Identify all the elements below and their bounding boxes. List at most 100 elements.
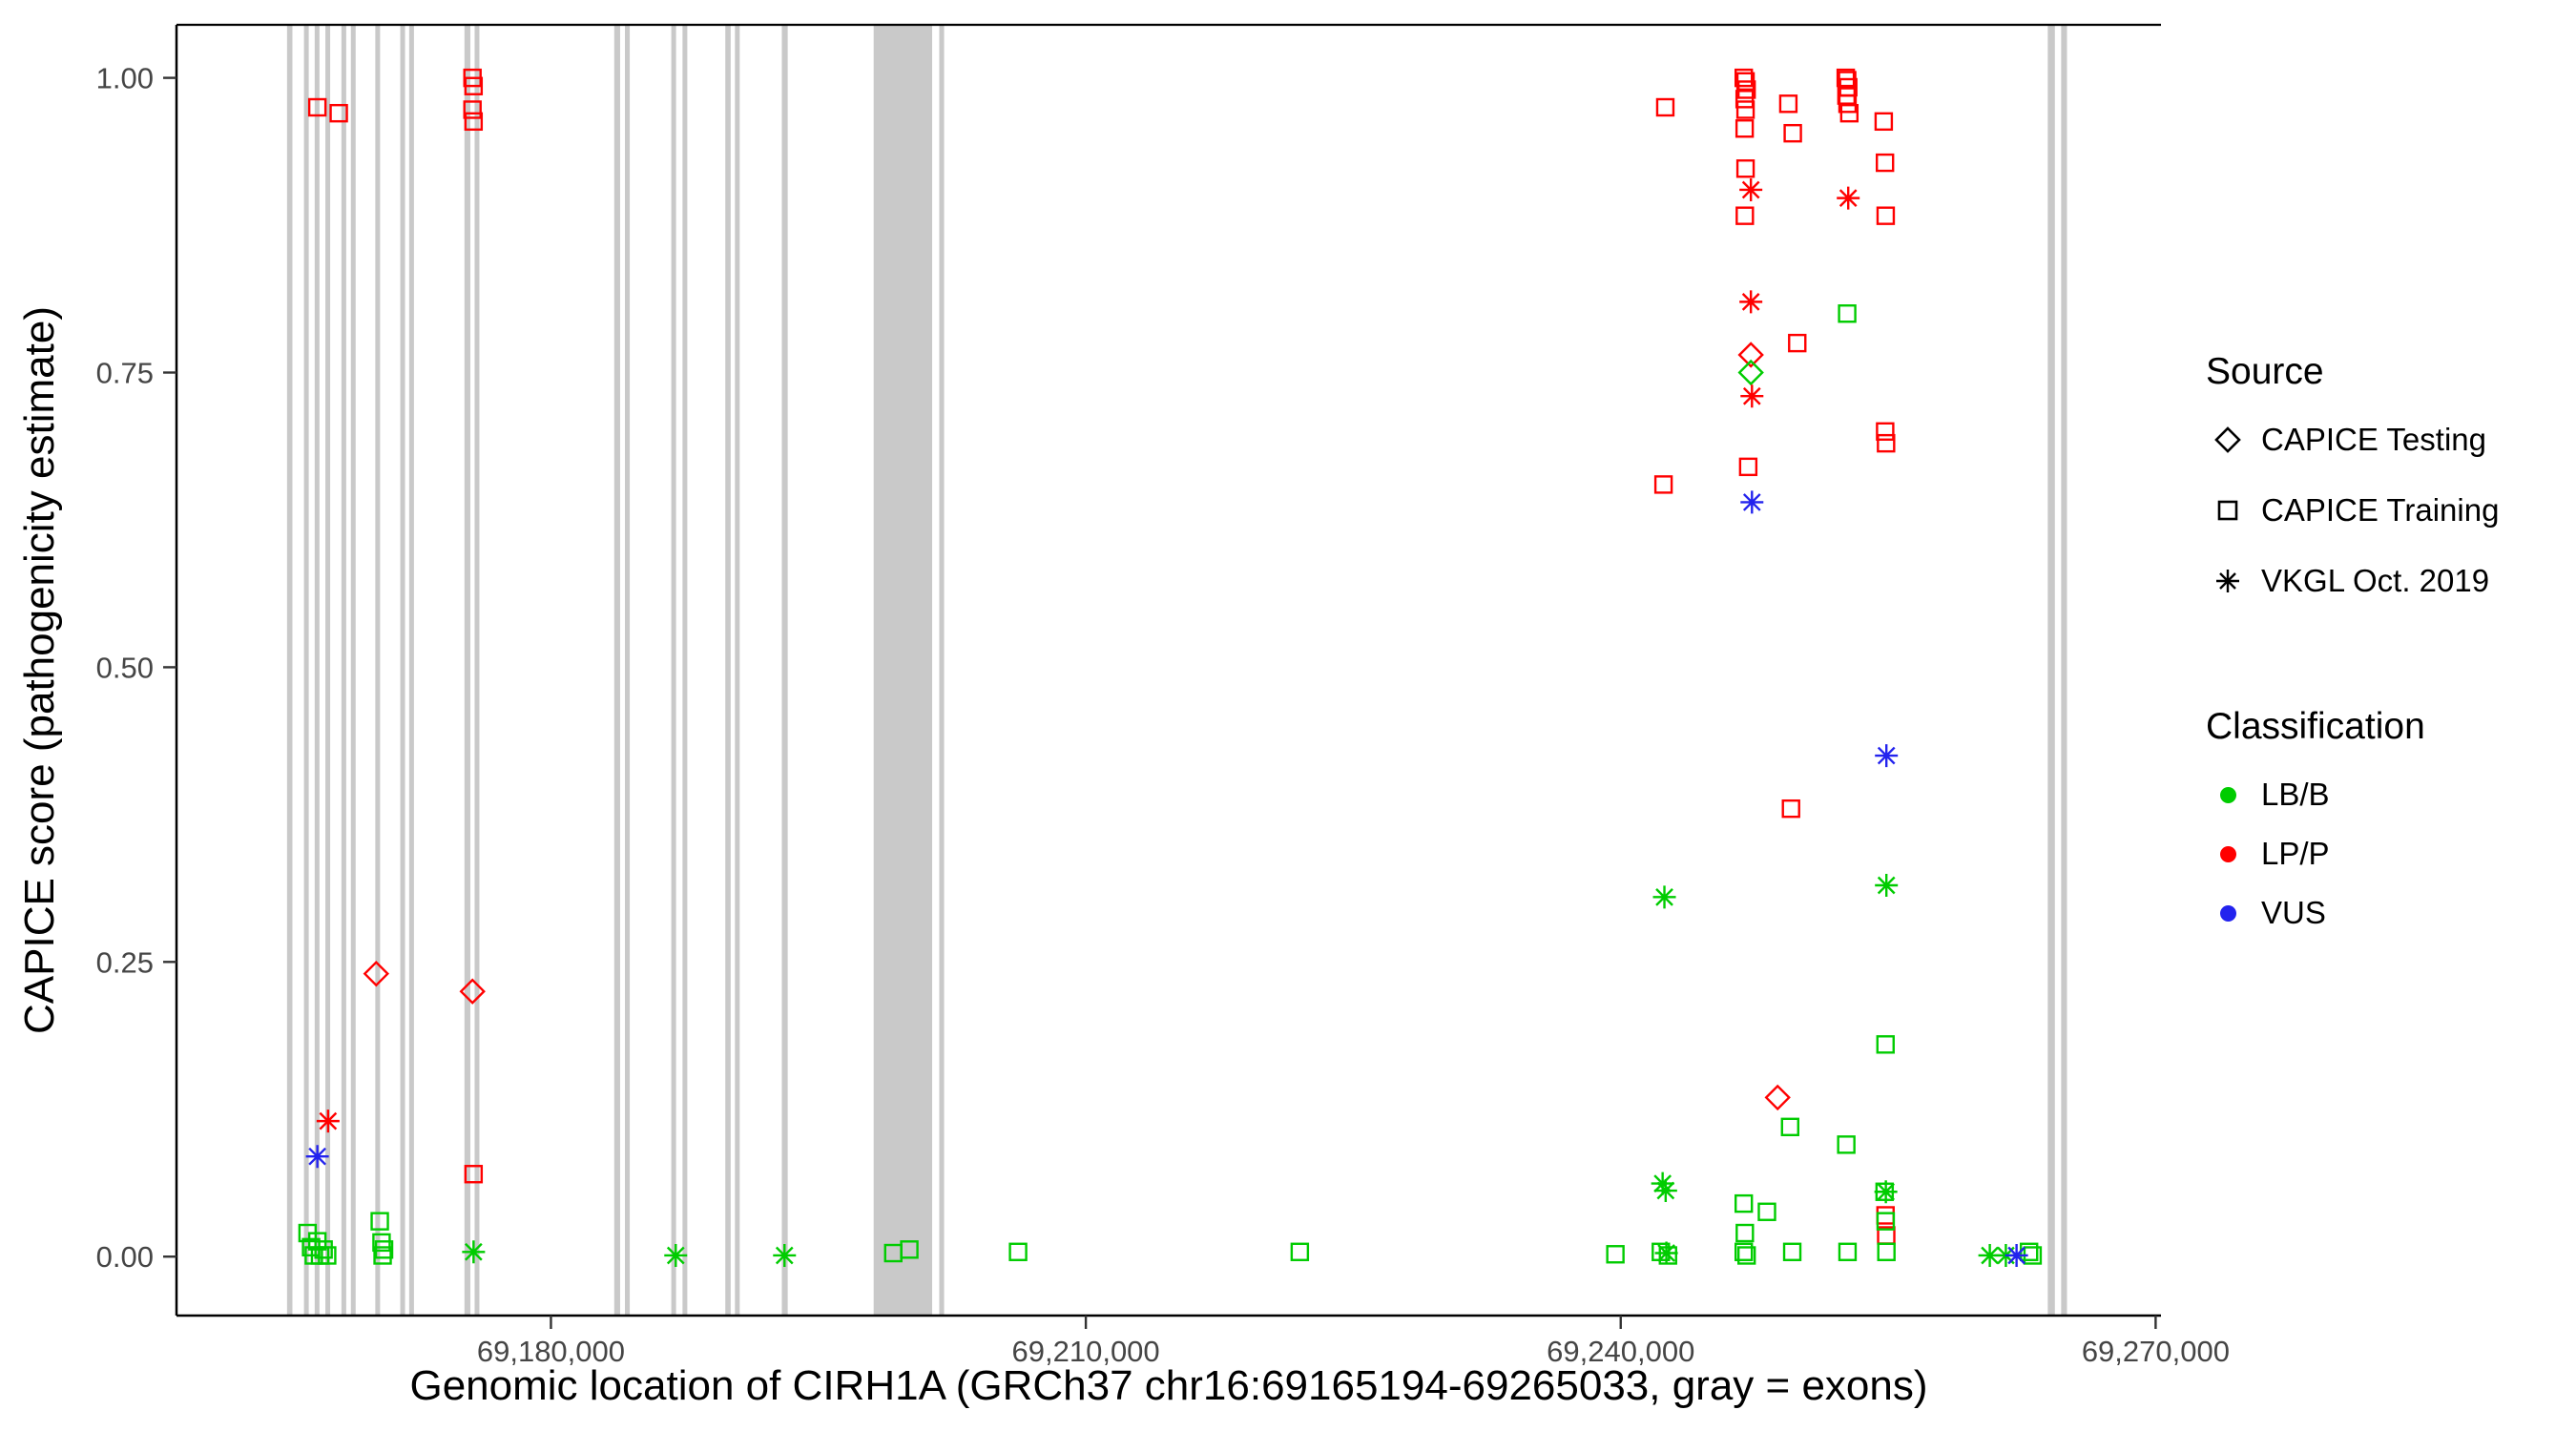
exon-bar <box>464 25 470 1316</box>
exon-bar <box>613 25 620 1316</box>
legend-item-capice-testing: CAPICE Testing <box>2206 418 2568 462</box>
exon-bar <box>408 25 414 1316</box>
legend-source-section: Source CAPICE Testing CAPICE Training <box>2206 351 2568 603</box>
exon-bar <box>314 25 320 1316</box>
exon-bar <box>341 25 346 1316</box>
exon-bar <box>682 25 688 1316</box>
legend-classification-section: Classification LB/B LP/P VUS <box>2206 706 2568 935</box>
data-point-square <box>464 112 484 132</box>
data-point-square <box>1876 153 1895 173</box>
x-tick-label: 69,240,000 <box>1547 1335 1694 1368</box>
legend-source-title: Source <box>2206 351 2324 392</box>
data-point-square <box>1736 80 1756 99</box>
data-point-asterisk <box>1739 177 1763 201</box>
legend-item-vus: VUS <box>2206 891 2568 935</box>
data-point-square <box>1735 90 1755 109</box>
vus-dot-icon <box>2206 891 2250 935</box>
data-point-square <box>1008 1242 1028 1261</box>
data-point-square <box>1877 433 1896 453</box>
axes <box>175 23 2161 1317</box>
exon-bars <box>286 25 2067 1316</box>
legend-item-vkgl: VKGL Oct. 2019 <box>2206 559 2568 603</box>
data-point-square <box>1757 1202 1776 1221</box>
data-point-square <box>1838 304 1857 323</box>
exon-bar <box>2061 25 2067 1316</box>
exon-bar <box>2047 25 2055 1316</box>
exon-bar <box>671 25 676 1316</box>
data-point-asterisk <box>462 1240 486 1264</box>
exon-bar <box>735 25 740 1316</box>
data-point-square <box>1837 1135 1856 1154</box>
y-tick-label: 0.25 <box>96 945 154 979</box>
data-point-square <box>1877 1242 1896 1261</box>
data-point-square <box>1782 1242 1802 1261</box>
series-vkgl-oct-2019-lb-b <box>462 874 2018 1267</box>
legend-item-lbb: LB/B <box>2206 773 2568 817</box>
square-marker-icon <box>2206 488 2250 532</box>
legend-item-lpp: LP/P <box>2206 832 2568 876</box>
data-point-square <box>329 103 348 123</box>
data-point-square <box>1738 457 1758 477</box>
data-point-asterisk <box>1653 1179 1677 1203</box>
exon-bar <box>625 25 631 1316</box>
exon-bar <box>375 25 381 1316</box>
legend-item-label: CAPICE Testing <box>2261 422 2486 457</box>
exon-bar <box>873 25 933 1316</box>
data-point-square <box>1736 1246 1756 1265</box>
data-point-asterisk <box>1875 874 1899 897</box>
data-point-square <box>1788 333 1807 353</box>
series-vkgl-oct-2019-lp-p <box>316 177 1860 1133</box>
data-point-diamond <box>1737 342 1764 368</box>
series-capice-testing-lp-p <box>363 342 1791 1111</box>
data-point-square <box>1655 97 1675 117</box>
data-point-square <box>1783 123 1802 143</box>
data-point-diamond <box>459 978 486 1005</box>
data-point-asterisk <box>316 1110 340 1133</box>
data-point-asterisk <box>664 1243 688 1267</box>
data-point-square <box>1735 1223 1755 1243</box>
exon-bar <box>725 25 731 1316</box>
data-point-square <box>1781 798 1800 819</box>
data-point-diamond <box>363 960 390 987</box>
data-point-square <box>1876 1206 1895 1225</box>
data-point-square <box>1734 1193 1754 1213</box>
data-point-asterisk <box>773 1243 797 1267</box>
data-point-square <box>373 1246 392 1265</box>
data-point-asterisk <box>305 1145 329 1169</box>
data-point-square <box>1839 103 1859 123</box>
data-point-square <box>1606 1245 1625 1264</box>
data-point-square <box>1735 206 1755 225</box>
data-point-asterisk <box>1874 1180 1898 1204</box>
data-point-asterisk <box>1740 490 1764 514</box>
data-point-square <box>1735 159 1755 178</box>
data-point-square <box>1876 1212 1896 1231</box>
data-point-square <box>314 1240 333 1259</box>
data-point-square <box>307 97 327 117</box>
exon-bar <box>400 25 405 1316</box>
legend-item-label: CAPICE Training <box>2261 492 2500 528</box>
series-capice-training-lp-p <box>307 68 1896 1245</box>
x-tick-label: 69,180,000 <box>477 1335 625 1368</box>
series-capice-testing-lb-b <box>1737 359 1764 386</box>
data-point-asterisk <box>1651 1172 1674 1195</box>
data-point-square <box>374 1240 394 1259</box>
exon-bar <box>350 25 356 1316</box>
data-point-square <box>1735 100 1755 119</box>
lbb-dot-icon <box>2206 773 2250 817</box>
data-point-square <box>1734 68 1754 88</box>
data-point-square <box>318 1246 337 1265</box>
legend-item-label: LP/P <box>2261 836 2330 871</box>
data-point-asterisk <box>1837 186 1860 210</box>
data-point-asterisk <box>1740 384 1764 408</box>
exon-bar <box>781 25 788 1316</box>
data-point-square <box>1734 1242 1754 1261</box>
diamond-marker-icon <box>2206 418 2250 462</box>
data-point-square <box>1735 119 1755 138</box>
legend-item-label: VUS <box>2261 895 2326 930</box>
data-point-asterisk <box>1652 885 1676 909</box>
data-point-square <box>1876 1035 1895 1054</box>
legend-classification-title: Classification <box>2206 706 2425 747</box>
data-point-square <box>370 1212 389 1231</box>
